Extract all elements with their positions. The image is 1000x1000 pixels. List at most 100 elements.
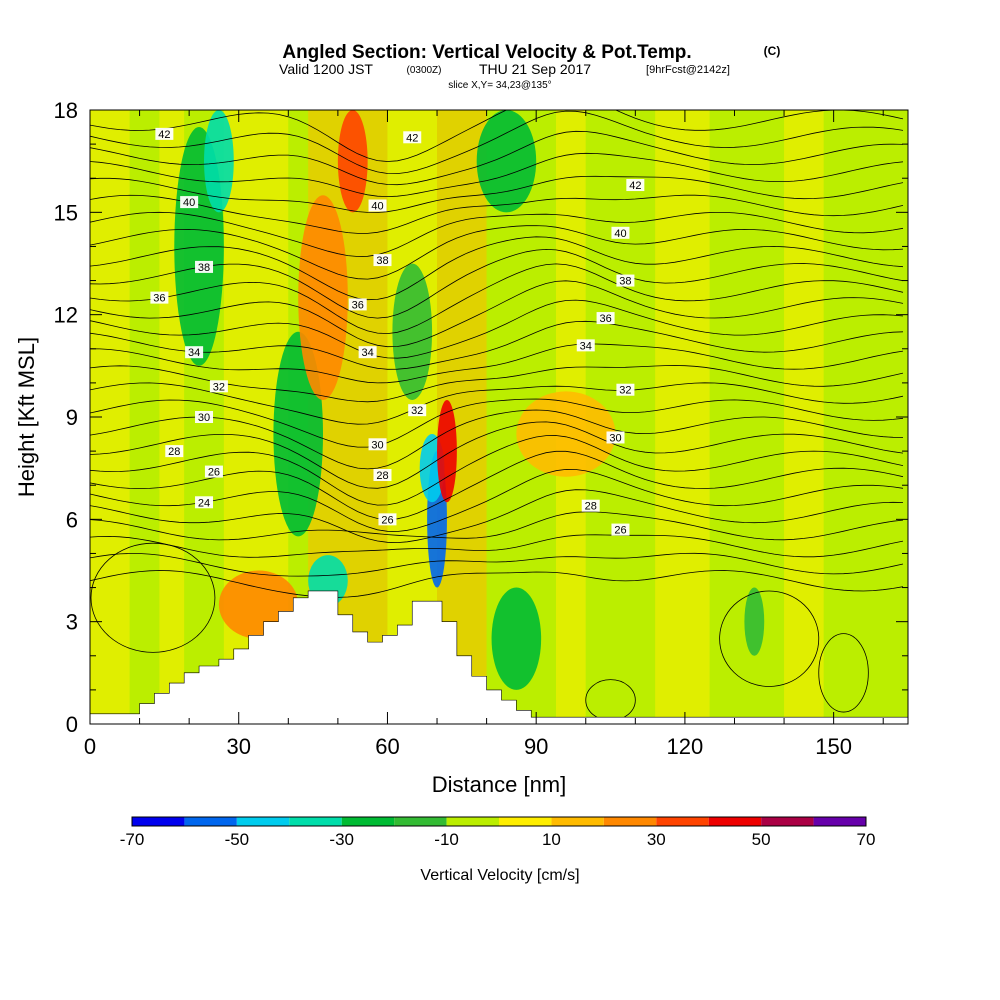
colorbar-frame [131,816,867,827]
svg-text:34: 34 [188,347,200,359]
x-tick-label: 90 [524,734,548,759]
contour-label: 36 [348,298,367,311]
isentrope [90,421,904,489]
isentrope [90,236,904,301]
contour-label: 34 [185,346,204,359]
svg-text:30: 30 [371,439,383,451]
velocity-feature [437,399,457,503]
colorbar-labels: -70 -50 -30 -10 10 30 50 70 [120,830,876,849]
valid-utc: (0300Z) [406,65,441,76]
isentrope [90,211,904,257]
velocity-band [129,110,160,724]
isentrope [90,398,904,448]
isentrope [90,320,904,370]
svg-text:26: 26 [381,514,393,526]
svg-text:36: 36 [599,313,611,325]
isentrope [90,534,904,558]
svg-text:26: 26 [208,467,220,479]
contour-label: 32 [408,404,427,417]
y-tick-label: 6 [66,507,78,532]
isentrope [90,382,904,425]
colorbar-segment [656,817,709,826]
velocity-feature [204,110,234,213]
svg-text:38: 38 [198,262,210,274]
contour-label: 38 [195,260,214,274]
x-tick-label: 120 [667,734,704,759]
contour-label: 24 [195,496,214,509]
x-tick-label: 60 [375,734,399,759]
chart-title: Angled Section: Vertical Velocity & Pot.… [282,42,691,63]
contour-label: 42 [403,131,422,144]
isentrope [90,110,904,162]
contour-label: 28 [373,468,392,482]
isentrope [90,280,904,348]
isentrope [90,409,904,470]
colorbar-segment [499,817,552,826]
y-tick-label: 15 [54,200,78,225]
isentrope [818,633,869,713]
colorbar-segment [236,817,290,826]
isentrope [90,299,904,359]
isentrope [90,194,904,234]
svg-text:34: 34 [361,347,373,359]
y-axis-label: Height [Kft MSL] [14,337,39,497]
colorbar-label: -30 [329,830,354,849]
svg-text:42: 42 [406,132,418,144]
contour-labels: 42 42 42 40 40 40 38 38 38 36 36 36 34 34 34 32 32 32 30 30… [150,127,645,537]
slice-info: slice X,Y= 34,23@135° [448,80,551,91]
x-tick-label: 150 [815,734,852,759]
contour-label: 38 [616,274,635,288]
contour-label: 36 [150,291,169,305]
velocity-feature [744,587,765,656]
colorbar-label: 50 [752,830,771,849]
svg-text:30: 30 [198,412,210,424]
svg-text:34: 34 [580,340,592,352]
contour-label: 40 [180,196,199,209]
forecast-info: [9hrFcst@2142z] [646,64,730,76]
isentrope [90,542,216,653]
svg-text:30: 30 [609,432,621,444]
isentrope [90,552,904,577]
terrain [90,590,908,724]
svg-text:42: 42 [629,180,641,192]
contour-label: 30 [195,411,214,424]
contour-label: 40 [368,199,387,213]
svg-text:38: 38 [619,276,631,288]
velocity-band [784,110,824,724]
y-tick-label: 9 [66,405,78,430]
svg-text:28: 28 [585,501,597,513]
contour-label: 40 [611,226,630,240]
isentrope [90,130,904,186]
isentrope [90,435,904,506]
y-tick-label: 0 [66,712,78,737]
contour-label: 30 [606,431,625,444]
colorbar-label: -50 [225,830,250,849]
colorbar-label: -70 [120,830,145,849]
contour-label: 32 [209,380,228,393]
isentrope [90,175,904,213]
y-tick-label: 12 [54,303,78,328]
colorbar-segment [603,817,657,826]
colorbar-label: 30 [647,830,666,849]
isentrope [90,450,904,520]
valid-time: Valid 1200 JST [279,61,373,77]
colorbar-label: 10 [542,830,561,849]
x-tick-label: 0 [84,734,96,759]
plot-area: 42 42 42 40 40 40 38 38 38 36 36 36 34 34 34 32 32 32 30 30… [90,110,908,724]
colorbar-segment [394,817,447,826]
colorbar-segment [132,817,185,826]
isentrope [90,343,904,384]
colorbar-segment [446,817,499,826]
contour-label: 26 [611,523,630,537]
contour-label: 26 [204,465,223,479]
isentrope [90,225,904,280]
svg-text:38: 38 [376,255,388,267]
svg-text:26: 26 [614,525,626,537]
colorbar-segment [551,817,604,826]
velocity-feature [476,110,537,213]
contour-label: 32 [616,383,635,397]
svg-text:32: 32 [411,405,423,417]
contour-label: 26 [378,513,397,526]
valid-time-line: Valid 1200 JST (0300Z) THU 21 Sep 2017 [… [279,61,730,77]
x-axis-label: Distance [nm] [432,772,567,797]
